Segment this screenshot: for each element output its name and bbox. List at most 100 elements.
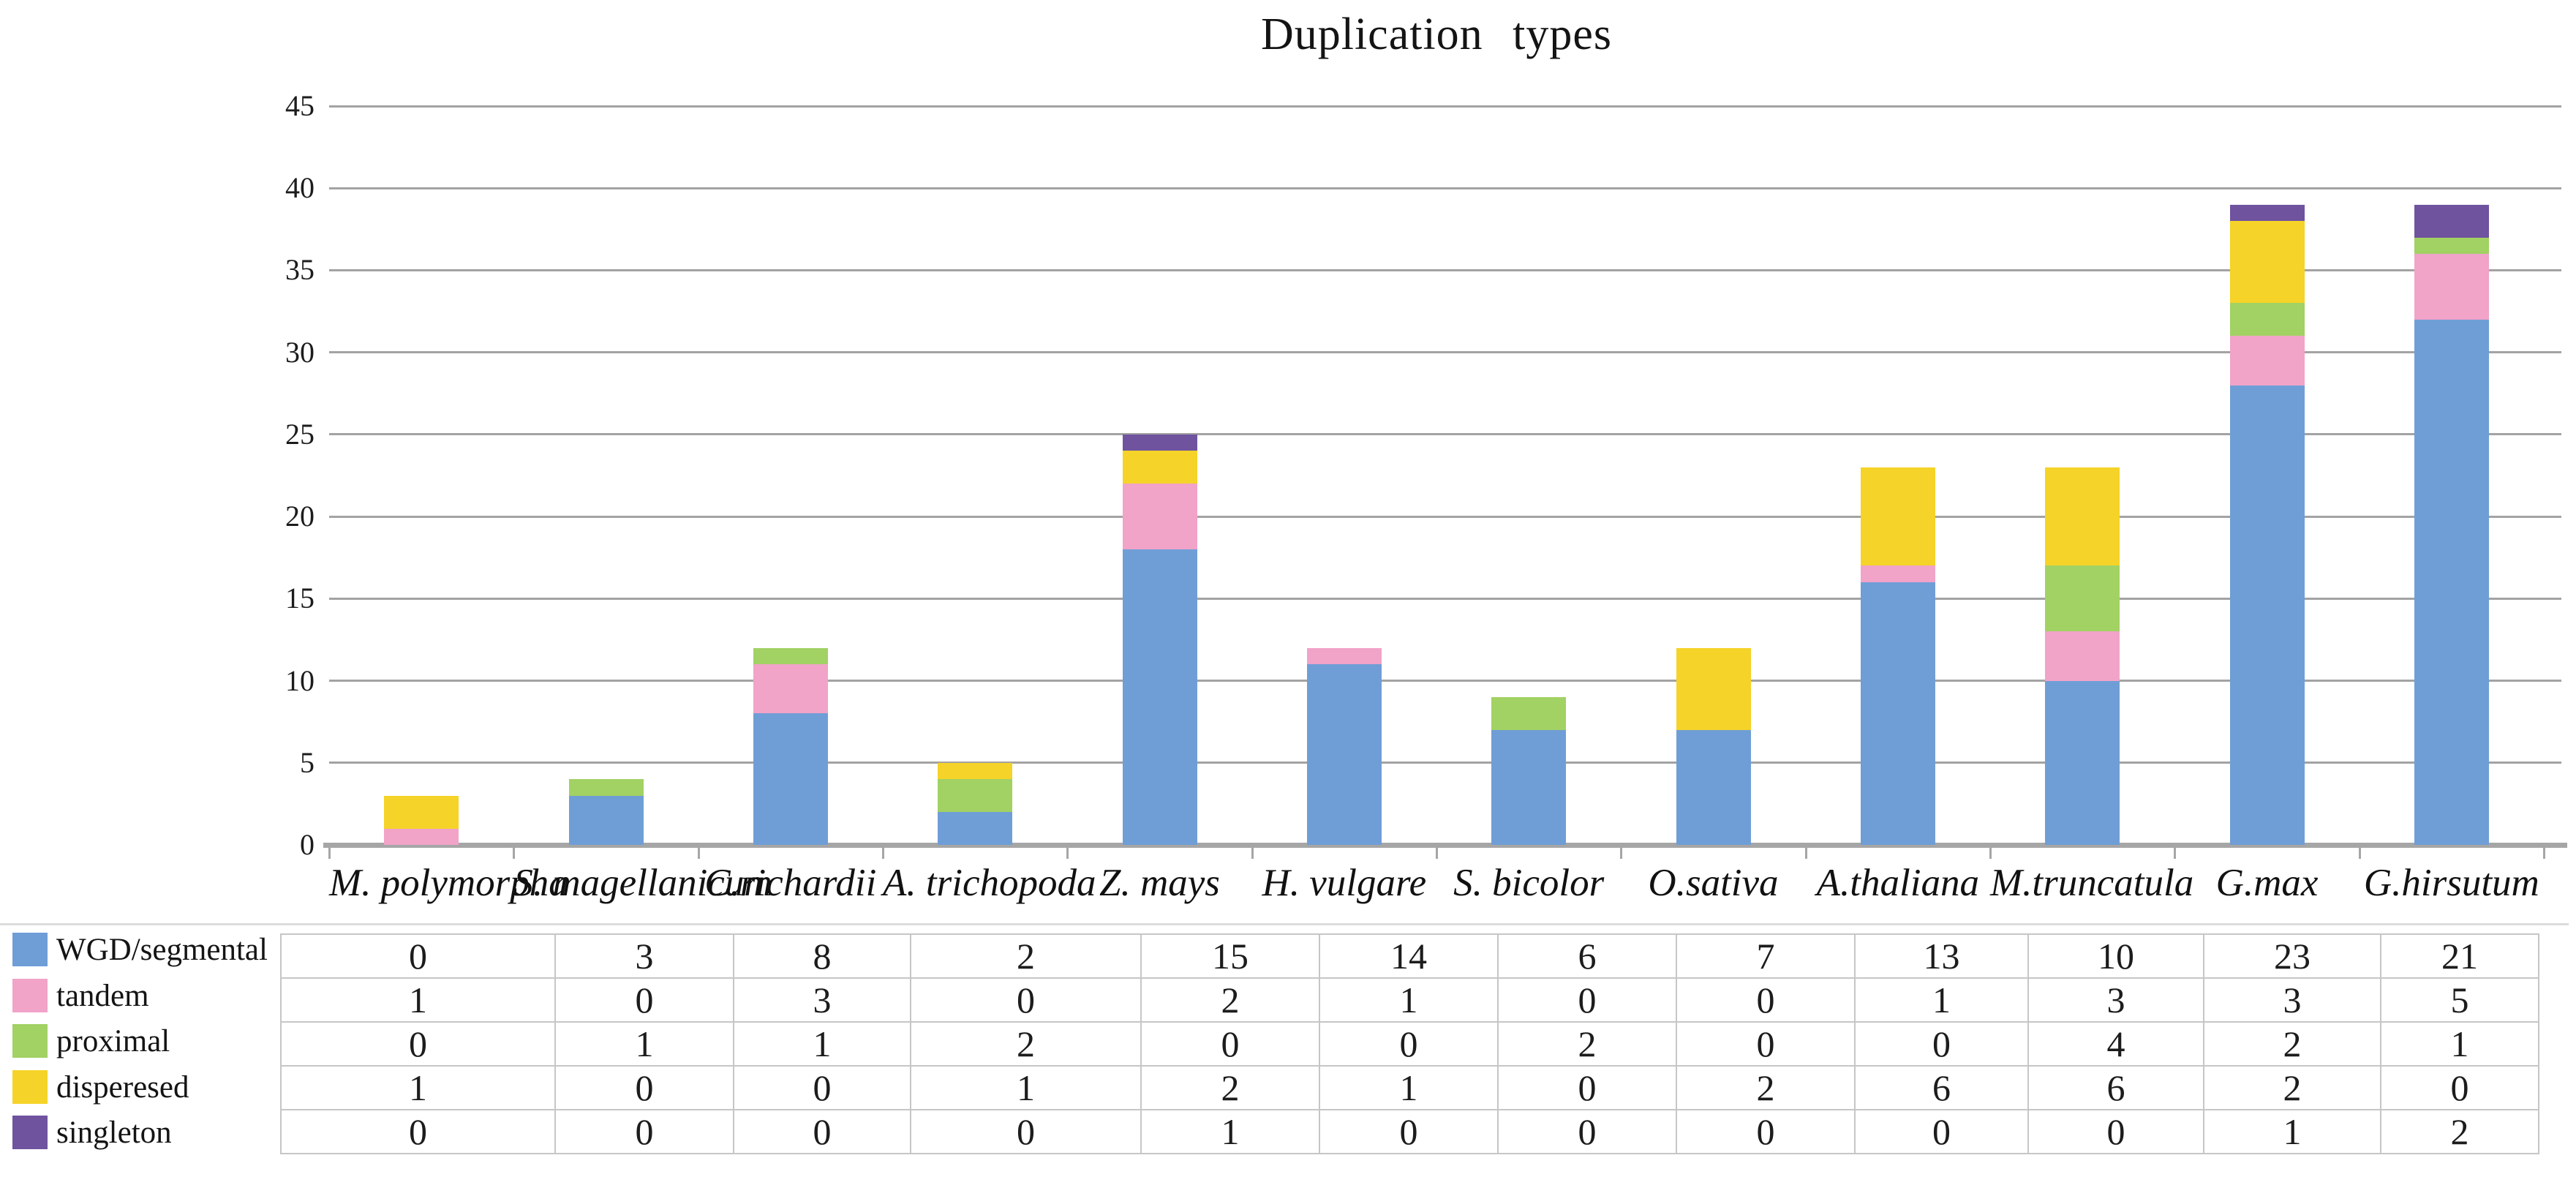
y-axis-tick-label: 20 (285, 500, 315, 533)
table-cell: 0 (2380, 1065, 2539, 1110)
x-axis-label: C.richardii (704, 862, 877, 904)
bar-segment-wgd-segmental (2414, 319, 2489, 845)
legend-label: singleton (56, 1116, 172, 1150)
bar-segment-disperesed (938, 762, 1013, 780)
bar-segment-disperesed (1676, 647, 1751, 730)
bar-segment-tandem (1860, 565, 1935, 582)
bar-segment-proximal (2045, 565, 2120, 632)
table-cell: 7 (1676, 933, 1856, 979)
x-axis-label: M. polymorpha (329, 862, 568, 904)
gridline (329, 433, 2561, 436)
bar-segment-disperesed (2045, 467, 2120, 566)
table-cell: 2 (910, 933, 1142, 979)
table-cell: 2 (2203, 1065, 2381, 1110)
table-cell: 0 (280, 1021, 556, 1067)
bar-segment-wgd-segmental (1860, 582, 1935, 845)
table-cell: 1 (1854, 977, 2029, 1023)
legend-swatch-tandem (12, 978, 48, 1012)
table-cell: 5 (2380, 977, 2539, 1023)
legend-swatch-wgd-segmental (12, 933, 48, 966)
table-cell: 1 (1319, 1065, 1499, 1110)
table-cell: 6 (1497, 933, 1677, 979)
x-axis-label: S. magellanicum (513, 862, 772, 904)
legend-swatch-disperesed (12, 1069, 48, 1104)
table-cell: 0 (2027, 1109, 2204, 1154)
table-cell: 1 (1319, 977, 1499, 1023)
bar-segment-disperesed (384, 795, 459, 829)
axis-tick (1620, 848, 1623, 859)
bar-segment-tandem (2229, 336, 2305, 386)
table-cell: 21 (2380, 933, 2539, 979)
y-axis-tick-label: 5 (300, 745, 315, 779)
table-cell: 1 (2380, 1021, 2539, 1067)
legend-label: WGD/segmental (56, 933, 268, 967)
table-cell: 2 (1497, 1021, 1677, 1067)
table-cell: 0 (910, 1109, 1142, 1154)
x-axis-line (323, 843, 2567, 848)
y-axis-tick-label: 0 (300, 828, 315, 861)
axis-tick (1804, 848, 1807, 859)
table-cell: 0 (1497, 1109, 1677, 1154)
table-cell: 3 (554, 933, 734, 979)
table-cell: 0 (554, 977, 734, 1023)
axis-tick (2543, 848, 2545, 859)
table-cell: 3 (733, 977, 911, 1023)
legend-label: tandem (56, 978, 149, 1013)
divider-line (0, 923, 2569, 925)
gridline (329, 680, 2561, 682)
axis-tick (1436, 848, 1438, 859)
x-axis-label: A. trichopoda (883, 862, 1096, 904)
table-cell: 10 (2027, 933, 2204, 979)
axis-tick (2174, 848, 2177, 859)
legend-label: disperesed (56, 1069, 189, 1105)
bar-segment-disperesed (1122, 451, 1197, 484)
x-axis-label: A.thaliana (1816, 862, 1979, 904)
table-cell: 0 (1854, 1109, 2029, 1154)
gridline (329, 515, 2561, 518)
bar-segment-tandem (1306, 647, 1382, 665)
bar-segment-proximal (568, 779, 644, 796)
bar-segment-wgd-segmental (1491, 729, 1567, 845)
table-cell: 0 (1854, 1021, 2029, 1067)
axis-tick (697, 848, 700, 859)
bar-segment-proximal (753, 647, 828, 665)
y-axis-tick-label: 10 (285, 663, 315, 697)
table-cell: 6 (1854, 1065, 2029, 1110)
table-cell: 4 (2027, 1021, 2204, 1067)
data-table: 0 3 8 2 15 14 6 7 13 10 23 21 1 0 3 0 2 1 0 0 1 3 3 5 0 1 1 2 0 0 2 0 0 4… (280, 933, 2539, 1154)
axis-tick (2358, 848, 2361, 859)
legend-item: singleton (0, 1116, 280, 1151)
table-cell: 2 (2203, 1021, 2381, 1067)
table-cell: 0 (1319, 1109, 1499, 1154)
y-axis-tick-label: 15 (285, 582, 315, 615)
table-cell: 1 (1140, 1109, 1320, 1154)
table-cell: 6 (2027, 1065, 2204, 1110)
table-cell: 0 (554, 1109, 734, 1154)
bar-segment-singleton (2414, 204, 2489, 238)
bar-segment-wgd-segmental (1676, 729, 1751, 845)
legend-swatch-proximal (12, 1024, 48, 1058)
table-cell: 14 (1319, 933, 1499, 979)
table-cell: 0 (1676, 1021, 1856, 1067)
table-cell: 3 (2027, 977, 2204, 1023)
bar-segment-wgd-segmental (2229, 385, 2305, 845)
y-axis-tick-label: 35 (285, 253, 315, 287)
bar-segment-wgd-segmental (2045, 680, 2120, 845)
axis-tick (882, 848, 884, 859)
chart-title: Duplication types (1260, 10, 1613, 59)
table-cell: 15 (1140, 933, 1320, 979)
x-axis-label: G.hirsutum (2363, 862, 2539, 904)
axis-tick (513, 848, 516, 859)
x-axis-label: O.sativa (1648, 862, 1779, 904)
axis-tick (328, 848, 331, 859)
y-axis-tick-label: 40 (285, 171, 315, 205)
table-cell: 1 (554, 1021, 734, 1067)
bar-segment-wgd-segmental (1306, 664, 1382, 845)
table-cell: 0 (1140, 1021, 1320, 1067)
table-cell: 2 (1140, 977, 1320, 1023)
table-cell: 0 (1497, 1065, 1677, 1110)
table-row-wgd-segmental: 0 3 8 2 15 14 6 7 13 10 23 21 (280, 933, 2539, 979)
